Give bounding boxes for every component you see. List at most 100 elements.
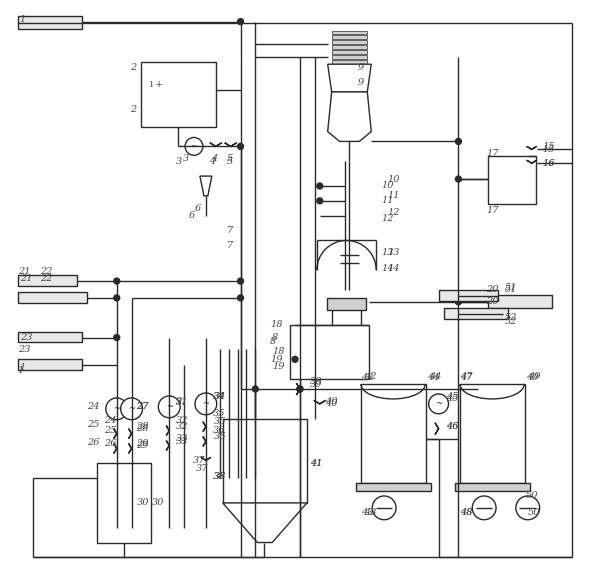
Text: ~: ~ [435, 399, 442, 409]
Text: ~: ~ [166, 402, 173, 411]
Text: 24: 24 [104, 416, 116, 425]
Text: 2: 2 [130, 63, 136, 72]
Text: 37: 37 [196, 464, 208, 473]
Text: ~: ~ [128, 404, 135, 413]
Text: ~: ~ [202, 399, 209, 409]
Text: 48: 48 [460, 508, 473, 518]
Text: 52: 52 [505, 313, 517, 322]
Bar [97, 463, 152, 542]
Text: 28: 28 [136, 422, 149, 431]
Text: 22: 22 [41, 267, 53, 276]
Text: 16: 16 [543, 159, 555, 168]
Text: +: + [155, 80, 163, 89]
Text: 26: 26 [104, 439, 116, 448]
Text: 6: 6 [195, 204, 201, 213]
Text: 15: 15 [543, 142, 555, 151]
Text: 9: 9 [358, 77, 363, 87]
Text: 1: 1 [18, 366, 24, 374]
Polygon shape [129, 429, 132, 439]
Text: 10: 10 [381, 182, 394, 190]
Text: 7: 7 [227, 241, 233, 250]
Bar [438, 290, 498, 301]
Circle shape [114, 335, 120, 340]
Text: 5: 5 [227, 157, 233, 166]
Text: 18: 18 [272, 347, 285, 356]
Bar [18, 332, 82, 343]
Text: 31: 31 [176, 398, 189, 407]
Bar [290, 325, 369, 379]
Text: 39: 39 [310, 377, 322, 385]
Text: 12: 12 [387, 208, 399, 217]
Bar [444, 308, 508, 319]
Text: 51: 51 [505, 286, 517, 294]
Bar [488, 295, 552, 308]
Text: 19: 19 [272, 362, 285, 371]
Text: 1: 1 [19, 363, 26, 372]
Text: 40: 40 [324, 399, 337, 409]
Text: 21: 21 [18, 267, 30, 276]
Circle shape [121, 398, 142, 419]
Bar [332, 31, 368, 35]
Text: 18: 18 [270, 320, 283, 329]
Text: 8: 8 [270, 337, 277, 346]
Polygon shape [203, 422, 206, 432]
Bar [356, 483, 431, 491]
Text: 11: 11 [381, 196, 394, 205]
Text: 27: 27 [136, 402, 149, 411]
Circle shape [253, 386, 258, 392]
Text: 10: 10 [387, 175, 399, 183]
Text: 12: 12 [381, 214, 394, 223]
Text: 8: 8 [272, 333, 278, 342]
Text: 49: 49 [526, 373, 538, 381]
Bar [460, 384, 525, 483]
Polygon shape [296, 383, 300, 395]
Text: 29: 29 [136, 439, 149, 448]
Text: 50: 50 [527, 508, 540, 518]
Text: 3: 3 [183, 153, 189, 163]
Circle shape [429, 394, 448, 414]
Text: 36: 36 [214, 432, 227, 441]
Text: 47: 47 [460, 372, 473, 381]
Text: 45: 45 [447, 392, 459, 402]
Text: 42: 42 [365, 372, 377, 381]
Text: 7: 7 [227, 226, 233, 235]
Text: 33: 33 [176, 434, 189, 443]
Text: 4: 4 [211, 153, 217, 163]
Text: 3: 3 [176, 157, 182, 166]
Text: 17: 17 [486, 206, 499, 215]
Text: 47: 47 [460, 373, 473, 381]
Text: 24: 24 [87, 402, 100, 411]
Text: 1: 1 [149, 81, 155, 89]
Circle shape [185, 137, 203, 155]
Text: 43: 43 [361, 508, 374, 518]
Bar [332, 55, 368, 59]
Text: 33: 33 [176, 437, 189, 446]
Text: 9: 9 [358, 63, 363, 72]
Polygon shape [314, 400, 326, 404]
Text: 34: 34 [214, 392, 227, 402]
Circle shape [472, 496, 496, 520]
Circle shape [238, 278, 244, 284]
Bar [18, 359, 82, 370]
Text: 51: 51 [505, 283, 517, 291]
Circle shape [238, 295, 244, 301]
Bar [361, 384, 426, 483]
Text: 39: 39 [310, 380, 322, 388]
Text: 25: 25 [87, 420, 100, 429]
Circle shape [297, 386, 303, 392]
Text: 46: 46 [447, 422, 459, 431]
Text: 15: 15 [543, 145, 555, 154]
Text: 42: 42 [361, 373, 374, 381]
Polygon shape [200, 176, 212, 196]
Text: ~: ~ [191, 142, 198, 151]
Text: 49: 49 [527, 372, 540, 381]
Bar [332, 50, 368, 54]
Circle shape [158, 396, 180, 418]
Text: 46: 46 [447, 422, 459, 431]
Circle shape [114, 278, 120, 284]
Circle shape [455, 299, 461, 305]
Polygon shape [327, 64, 371, 92]
Circle shape [238, 18, 244, 25]
Bar [142, 62, 216, 126]
Text: 30: 30 [152, 499, 164, 507]
